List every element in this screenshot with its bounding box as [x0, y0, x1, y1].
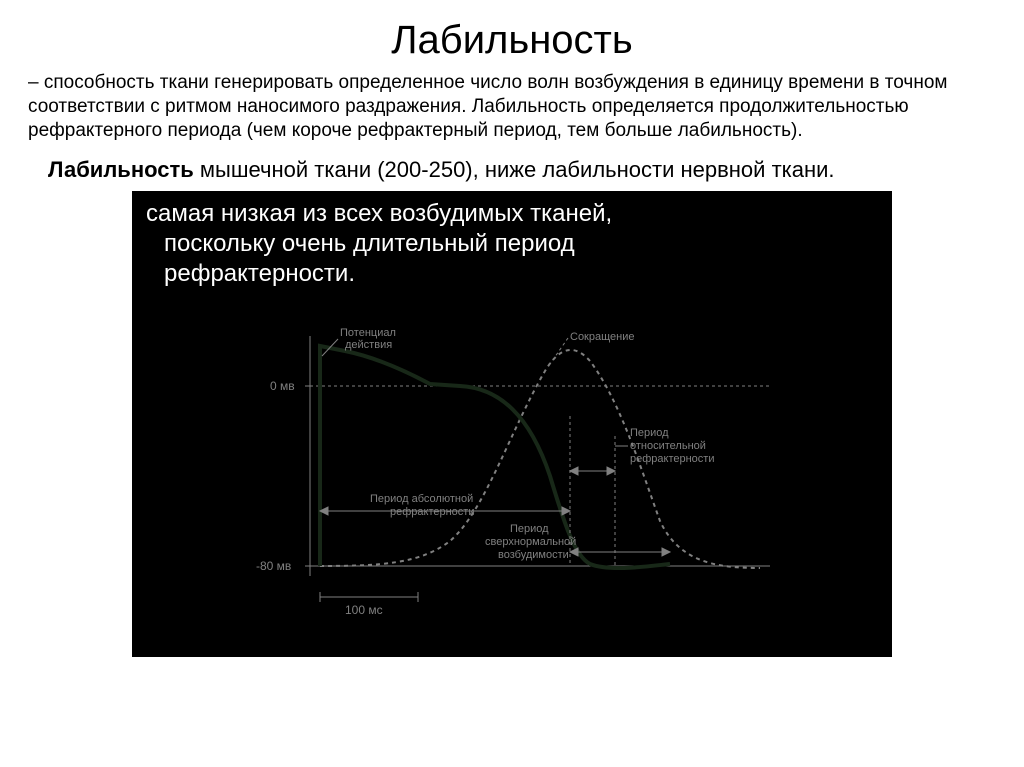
rel-refract-label-2: относительной — [630, 440, 706, 452]
supernormal-arrow — [570, 548, 670, 556]
ap-label-1: Потенциал — [340, 327, 396, 339]
abs-refract-label-1: Период абсолютной — [370, 493, 473, 505]
bb-line1: самая низкая из всех возбудимых тканей, — [146, 199, 878, 229]
bb-line2: поскольку очень длительный период — [146, 229, 878, 259]
rel-refract-label-3: рефрактерности — [630, 453, 714, 465]
min-label: -80 мв — [256, 559, 291, 573]
scale-label: 100 мс — [345, 603, 383, 617]
abs-refract-label-2: рефрактерности — [390, 506, 474, 518]
definition-text: – способность ткани генерировать определ… — [0, 71, 1024, 150]
supernormal-label-3: возбудимости — [498, 549, 569, 561]
black-info-box: самая низкая из всех возбудимых тканей, … — [132, 191, 892, 657]
supernormal-label-2: сверхнормальной — [485, 536, 576, 548]
comparison-bold: Лабильность — [48, 157, 194, 182]
page-title: Лабильность — [0, 0, 1024, 71]
action-potential-curve — [320, 346, 670, 568]
supernormal-label-1: Период — [510, 523, 549, 535]
comparison-rest: мышечной ткани (200-250), ниже лабильнос… — [194, 157, 835, 182]
zero-label: 0 мв — [270, 379, 295, 393]
comparison-text: Лабильность мышечной ткани (200-250), ни… — [0, 150, 1024, 191]
ap-label-2: действия — [345, 339, 392, 351]
action-potential-chart: 0 мв -80 мв Период абсолютной рефрактерн… — [250, 316, 790, 631]
rel-refract-arrow — [570, 467, 615, 475]
rel-refract-label-1: Период — [630, 427, 669, 439]
contraction-label: Сокращение — [570, 331, 635, 343]
bb-line3: рефрактерности. — [146, 259, 878, 289]
